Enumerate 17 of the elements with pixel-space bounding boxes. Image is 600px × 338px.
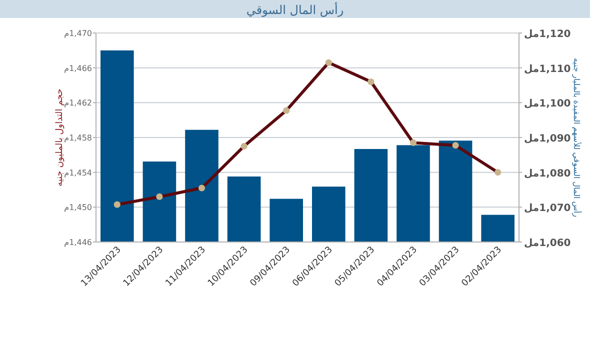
y-tick-label: 1,462م xyxy=(64,98,92,108)
y2-axis-title: رأس المال السوقي للأسهم المقيدة بالمليار جنيه xyxy=(572,58,582,218)
y-axis-title: حجم التداول بالمليون جنيه xyxy=(55,88,65,186)
y-tick-label: 1,446م xyxy=(64,238,92,247)
y2-tick-label: 1,120مل xyxy=(524,29,571,40)
y2-tick-label: 1,100مل xyxy=(524,98,571,110)
y-tick-label: 1,454م xyxy=(64,168,92,178)
y2-tick-label: 1,080مل xyxy=(524,168,571,180)
y-tick-label: 1,466م xyxy=(64,64,92,73)
y2-tick-label: 1,070مل xyxy=(524,203,571,214)
y2-tick-label: 1,110مل xyxy=(524,64,571,75)
y2-tick-label: 1,090مل xyxy=(524,134,571,144)
y-tick-label: 1,458م xyxy=(64,134,92,142)
y-tick-label: 1,470م xyxy=(64,29,92,38)
chart-title: رأس المال السوقي xyxy=(246,2,344,17)
y-tick-label: 1,450م xyxy=(64,203,92,212)
y2-tick-label: 1,060مل xyxy=(524,238,571,249)
